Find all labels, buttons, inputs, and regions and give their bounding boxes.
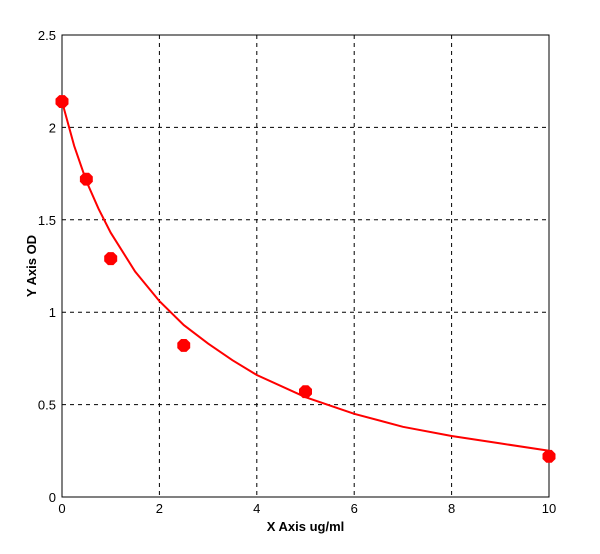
y-tick-label: 0 xyxy=(49,490,56,505)
x-tick-labels: 0 2 4 6 8 10 xyxy=(58,501,556,516)
x-tick-label: 0 xyxy=(58,501,65,516)
x-tick-label: 10 xyxy=(542,501,556,516)
y-tick-label: 1.5 xyxy=(38,213,56,228)
x-axis-label: X Axis ug/ml xyxy=(267,519,345,534)
x-tick-label: 4 xyxy=(253,501,260,516)
y-tick-label: 2 xyxy=(49,120,56,135)
y-tick-labels: 0 0.5 1 1.5 2 2.5 xyxy=(38,28,56,505)
data-point xyxy=(299,385,312,399)
data-point xyxy=(55,95,69,108)
data-points xyxy=(55,95,556,463)
y-tick-label: 2.5 xyxy=(38,28,56,43)
x-tick-label: 6 xyxy=(351,501,358,516)
fit-curve xyxy=(61,101,550,452)
grid xyxy=(62,35,549,497)
data-point xyxy=(177,339,191,352)
y-tick-label: 1 xyxy=(49,305,56,320)
data-point xyxy=(79,172,93,186)
x-tick-label: 8 xyxy=(448,501,455,516)
plot-frame xyxy=(61,34,550,498)
data-point xyxy=(542,449,556,463)
y-axis-label: Y Axis OD xyxy=(24,235,39,297)
y-tick-label: 0.5 xyxy=(38,398,56,413)
x-tick-label: 2 xyxy=(156,501,163,516)
data-point xyxy=(104,252,118,266)
